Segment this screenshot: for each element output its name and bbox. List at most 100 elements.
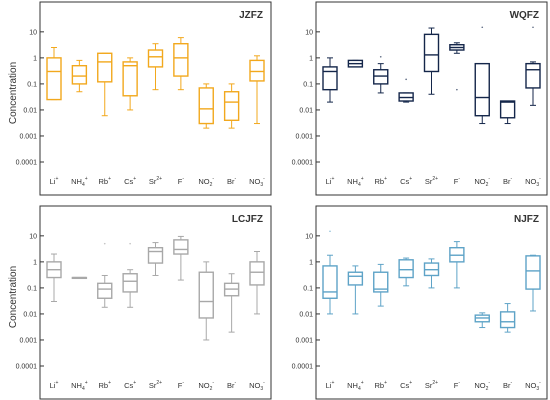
outlier-point: [379, 55, 382, 58]
y-tick-label: 1: [309, 55, 313, 62]
category-label: Li+: [326, 380, 335, 390]
y-tick-label: 1: [33, 55, 37, 62]
box-nh4: [347, 59, 364, 68]
box-no2: [198, 83, 214, 129]
category-label: Sr2+: [425, 176, 438, 186]
category-label: Sr2+: [149, 176, 162, 186]
iqr-box: [198, 271, 214, 319]
box-cs: [398, 257, 414, 287]
y-tick-label: 1: [33, 259, 37, 266]
category-label: Br-: [503, 176, 513, 186]
category-label: Br-: [227, 380, 237, 390]
box-rb: [97, 242, 113, 308]
category-label: NO2-: [474, 380, 490, 392]
y-tick-label: 0.1: [303, 285, 313, 292]
box-li: [322, 57, 338, 103]
panel-wqfz: 0.0001 0.001 0.01 0.1 1 10 WQFZ Li+ NH4+ Rb+ Cs+ Sr…: [292, 1, 548, 196]
category-label: Rb+: [98, 176, 111, 186]
iqr-box: [499, 100, 516, 119]
box-no3: [249, 251, 265, 315]
y-tick-label: 0.0001: [292, 364, 314, 371]
box-nh4: [71, 59, 88, 93]
category-label: Sr2+: [149, 380, 162, 390]
panel-jzfz: 0.0001 0.001 0.01 0.1 1 10 Concentration JZFZ Li…: [8, 1, 272, 196]
category-label: Rb+: [374, 176, 387, 186]
iqr-box: [173, 239, 189, 255]
box-sr: [147, 43, 164, 91]
panel-lcjfz: 0.0001 0.001 0.01 0.1 1 10 Concentration LCJFZ L…: [8, 205, 272, 400]
box-no3: [525, 254, 541, 312]
category-label: Br-: [227, 176, 237, 186]
y-tick-label: 10: [305, 29, 313, 36]
y-tick-label: 0.1: [27, 285, 37, 292]
box-no2: [474, 312, 490, 329]
category-label: Cs+: [124, 380, 136, 390]
category-label: NH4+: [347, 176, 364, 188]
outlier-point: [129, 242, 131, 245]
category-label: NO3-: [525, 176, 541, 188]
y-tick-label: 0.01: [23, 107, 37, 114]
box-f: [173, 235, 189, 281]
y-tick-label: 0.001: [295, 337, 313, 344]
box-no3: [249, 55, 265, 125]
iqr-box: [147, 49, 164, 68]
box-sr: [423, 258, 440, 289]
panel-title: LCJFZ: [232, 214, 263, 225]
iqr-box: [373, 271, 389, 293]
box-f: [449, 241, 465, 289]
box-rb: [373, 55, 389, 94]
y-tick-label: 0.01: [23, 311, 37, 318]
box-no3: [525, 26, 541, 106]
iqr-box: [71, 65, 88, 85]
category-label: Cs+: [400, 176, 412, 186]
iqr-box: [97, 52, 113, 83]
y-tick-label: 10: [305, 233, 313, 240]
y-tick-label: 0.001: [19, 337, 37, 344]
box-cs: [122, 57, 138, 111]
panel-title: NJFZ: [514, 214, 539, 225]
box-sr: [423, 27, 440, 95]
panel-njfz: 0.0001 0.001 0.01 0.1 1 10 NJFZ Li+ NH4+ Rb+ Cs+ Sr…: [292, 205, 548, 400]
outlier-point: [103, 242, 106, 245]
box-br: [223, 83, 240, 129]
iqr-box: [398, 259, 414, 279]
iqr-box: [147, 247, 164, 264]
outlier-point: [456, 88, 458, 91]
box-rb: [97, 52, 113, 117]
category-label: NH4+: [347, 380, 364, 392]
iqr-box: [373, 69, 389, 85]
y-tick-label: 0.001: [295, 133, 313, 140]
panel-frame: [39, 1, 272, 196]
iqr-box: [525, 255, 541, 290]
category-label: NO2-: [198, 380, 214, 392]
outlier-point: [329, 230, 331, 233]
category-label: Rb+: [98, 380, 111, 390]
iqr-box: [97, 282, 113, 299]
box-br: [223, 273, 240, 333]
iqr-box: [198, 87, 214, 125]
box-br: [499, 100, 516, 125]
iqr-box: [423, 33, 440, 73]
iqr-box: [322, 66, 338, 91]
panel-title: WQFZ: [510, 10, 539, 21]
y-tick-label: 0.0001: [16, 160, 38, 167]
iqr-box: [499, 311, 516, 329]
box-cs: [398, 78, 414, 103]
category-label: Li+: [50, 176, 59, 186]
outlier-point: [532, 26, 534, 29]
category-label: F-: [178, 176, 185, 186]
category-label: Cs+: [124, 176, 136, 186]
box-f: [173, 37, 189, 91]
y-tick-label: 0.1: [27, 81, 37, 88]
y-tick-label: 1: [309, 259, 313, 266]
category-label: NH4+: [71, 380, 88, 392]
panel-frame: [315, 205, 548, 400]
y-tick-label: 0.01: [299, 107, 313, 114]
category-label: NO2-: [198, 176, 214, 188]
y-axis-label: Concentration: [8, 62, 19, 124]
box-rb: [373, 263, 389, 307]
category-label: NO2-: [474, 176, 490, 188]
iqr-box: [173, 43, 189, 77]
y-tick-label: 0.0001: [292, 160, 314, 167]
panel-frame: [315, 1, 548, 196]
